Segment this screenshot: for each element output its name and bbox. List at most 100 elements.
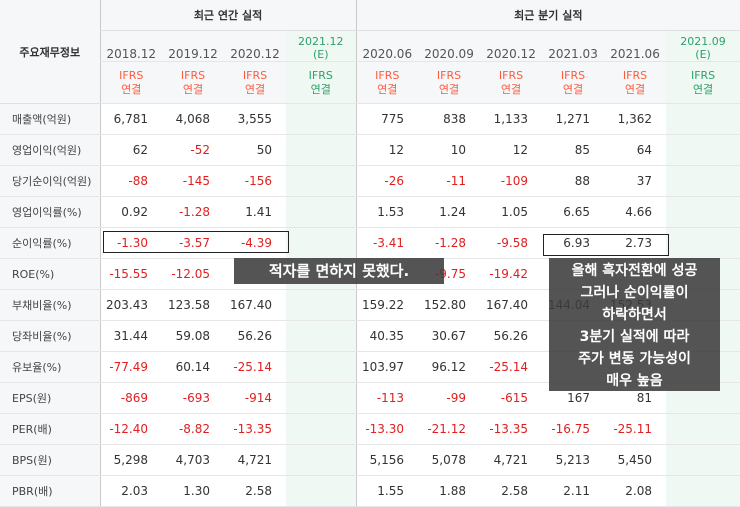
note-line: 그러나 순이익률이 bbox=[580, 285, 689, 301]
ifrs-basis-header: IFRS 연결 bbox=[99, 61, 162, 104]
table-cell: 152.80 bbox=[418, 289, 481, 321]
note-line: 하락하면서 bbox=[602, 307, 667, 323]
ifrs-label: IFRS bbox=[180, 68, 206, 82]
quarter-group-header: 최근 분기 실적 bbox=[355, 0, 740, 31]
period-header: 2021.12 (E) bbox=[286, 30, 357, 62]
row-label: ROE(%) bbox=[0, 258, 100, 290]
highlight-box-quarter-margin bbox=[543, 234, 669, 256]
table-cell: 12 bbox=[480, 134, 543, 166]
table-cell: 1,133 bbox=[480, 103, 543, 135]
table-cell: -156 bbox=[224, 165, 286, 197]
period-header: 2020.06 bbox=[355, 30, 419, 62]
table-row: 순이익률(%) -1.30 -3.57 -4.39 -3.41 -1.28 -9.58 6.9… bbox=[0, 227, 740, 259]
table-cell: 5,298 bbox=[99, 444, 162, 476]
table-cell: -25.14 bbox=[480, 351, 543, 383]
row-label: PBR(배) bbox=[0, 475, 100, 507]
table-cell: -13.30 bbox=[355, 413, 419, 445]
table-cell: 838 bbox=[418, 103, 481, 135]
table-cell: -88 bbox=[99, 165, 162, 197]
table-cell: 2.58 bbox=[224, 475, 286, 507]
table-row: 영업이익률(%) 0.92 -1.28 1.41 1.53 1.24 1.05 6.65 4.6… bbox=[0, 196, 740, 228]
period-label: 2021.12 bbox=[298, 35, 344, 48]
table-cell: -19.42 bbox=[480, 258, 543, 290]
table-cell: 5,450 bbox=[604, 444, 667, 476]
table-cell: 4,703 bbox=[162, 444, 224, 476]
table-cell: -1.28 bbox=[418, 227, 481, 259]
table-cell: 5,213 bbox=[542, 444, 605, 476]
table-cell bbox=[666, 413, 740, 445]
ifrs-basis-header: IFRS 연결 bbox=[604, 61, 667, 104]
table-cell: 0.92 bbox=[99, 196, 162, 228]
table-cell: 775 bbox=[355, 103, 419, 135]
period-header: 2021.03 bbox=[542, 30, 605, 62]
table-cell bbox=[666, 134, 740, 166]
ifrs-basis-header: IFRS 연결 bbox=[162, 61, 224, 104]
ifrs-label: IFRS bbox=[119, 68, 144, 82]
basis-label: 연결 bbox=[562, 82, 584, 96]
table-cell: -16.75 bbox=[542, 413, 605, 445]
estimate-mark: (E) bbox=[312, 48, 329, 61]
table-row: PBR(배) 2.03 1.30 2.58 1.55 1.88 2.58 2.11 2.08 bbox=[0, 475, 740, 507]
table-cell: -8.82 bbox=[162, 413, 224, 445]
basis-label: 연결 bbox=[692, 82, 714, 96]
table-cell: 1.41 bbox=[224, 196, 286, 228]
row-label: 당좌비율(%) bbox=[0, 320, 100, 352]
ifrs-label: IFRS bbox=[690, 68, 716, 82]
basis-label: 연결 bbox=[438, 82, 460, 96]
table-cell: -3.57 bbox=[162, 227, 224, 259]
table-cell bbox=[286, 382, 357, 414]
row-header-label: 주요재무정보 bbox=[0, 0, 100, 104]
table-cell: 1,271 bbox=[542, 103, 605, 135]
table-cell: 85 bbox=[542, 134, 605, 166]
table-cell: 1.05 bbox=[480, 196, 543, 228]
table-cell: 167.40 bbox=[224, 289, 286, 321]
table-cell: 2.73 bbox=[604, 227, 667, 259]
table-cell: -25.14 bbox=[224, 351, 286, 383]
row-label: 부채비율(%) bbox=[0, 289, 100, 321]
ifrs-label: IFRS bbox=[436, 68, 462, 82]
ifrs-label: IFRS bbox=[308, 68, 333, 82]
highlight-box-annual-margin bbox=[103, 231, 289, 253]
row-label: 영업이익률(%) bbox=[0, 196, 100, 228]
table-cell: 88 bbox=[542, 165, 605, 197]
table-cell: 4,068 bbox=[162, 103, 224, 135]
table-cell bbox=[286, 475, 357, 507]
row-label: 당기순이익(억원) bbox=[0, 165, 100, 197]
table-cell: 4,721 bbox=[224, 444, 286, 476]
table-cell: -9.58 bbox=[480, 227, 543, 259]
annual-group-header: 최근 연간 실적 bbox=[99, 0, 357, 31]
table-cell: 167.40 bbox=[480, 289, 543, 321]
table-cell: 1.55 bbox=[355, 475, 419, 507]
note-line: 주가 변동 가능성이 bbox=[578, 351, 691, 367]
table-row: 당기순이익(억원) -88 -145 -156 -26 -11 -109 88 37 bbox=[0, 165, 740, 197]
basis-label: 연결 bbox=[121, 82, 142, 96]
ifrs-basis-header: IFRS 연결 bbox=[224, 61, 286, 104]
table-cell bbox=[286, 103, 357, 135]
table-cell: 1,362 bbox=[604, 103, 667, 135]
period-header: 2018.12 bbox=[99, 30, 162, 62]
table-cell: 10 bbox=[418, 134, 481, 166]
table-cell: 5,156 bbox=[355, 444, 419, 476]
table-cell bbox=[666, 475, 740, 507]
table-cell bbox=[286, 351, 357, 383]
table-row: BPS(원) 5,298 4,703 4,721 5,156 5,078 4,721 5,21… bbox=[0, 444, 740, 476]
basis-label: 연결 bbox=[500, 82, 522, 96]
ifrs-basis-header: IFRS 연결 bbox=[666, 61, 740, 104]
table-cell bbox=[286, 444, 357, 476]
table-cell: 30.67 bbox=[418, 320, 481, 352]
table-row: 영업이익(억원) 62 -52 50 12 10 12 85 64 bbox=[0, 134, 740, 166]
note-overlay-outlook: 올해 흑자전환에 성공 그러나 순이익률이 하락하면서 3분기 실적에 따라 주… bbox=[549, 258, 720, 391]
table-cell: 40.35 bbox=[355, 320, 419, 352]
ifrs-label: IFRS bbox=[242, 68, 268, 82]
table-cell: 6,781 bbox=[99, 103, 162, 135]
ifrs-basis-header: IFRS 연결 bbox=[286, 61, 357, 104]
note-line: 올해 흑자전환에 성공 bbox=[571, 263, 698, 279]
table-cell: 31.44 bbox=[99, 320, 162, 352]
note-line: 3분기 실적에 따라 bbox=[579, 329, 690, 345]
ifrs-label: IFRS bbox=[560, 68, 586, 82]
table-cell bbox=[666, 165, 740, 197]
table-cell: -12.40 bbox=[99, 413, 162, 445]
table-cell: -1.28 bbox=[162, 196, 224, 228]
table-cell bbox=[666, 103, 740, 135]
table-cell: -113 bbox=[355, 382, 419, 414]
